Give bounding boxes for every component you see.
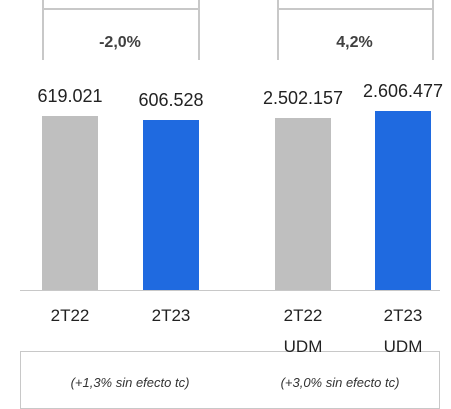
bracket — [42, 0, 44, 60]
annotation: -2,0% — [99, 34, 141, 51]
bracket — [277, 0, 279, 60]
bar — [375, 111, 431, 290]
baseline — [20, 290, 440, 291]
value-label: 606.528 — [138, 89, 204, 110]
bar — [42, 116, 98, 290]
x-tick-label: 2T22 UDM — [283, 306, 323, 356]
bracket — [277, 8, 432, 10]
value-label: 2.502.157 — [262, 88, 344, 109]
bar — [143, 119, 199, 290]
x-tick-label: 2T22 — [50, 306, 90, 325]
footnote: (+3,0% sin efecto tc) — [280, 375, 400, 390]
bracket — [42, 8, 198, 10]
bracket — [198, 0, 200, 60]
bar — [275, 118, 331, 290]
annotation: 4,2% — [336, 34, 373, 51]
value-label: 619.021 — [37, 86, 103, 106]
x-tick-label: 2T23 — [151, 306, 191, 325]
x-tick-label: 2T23 UDM — [383, 306, 423, 356]
footnote: (+1,3% sin efecto tc) — [70, 375, 190, 390]
bracket — [432, 0, 434, 60]
value-label: 2.606.477 — [362, 81, 444, 101]
